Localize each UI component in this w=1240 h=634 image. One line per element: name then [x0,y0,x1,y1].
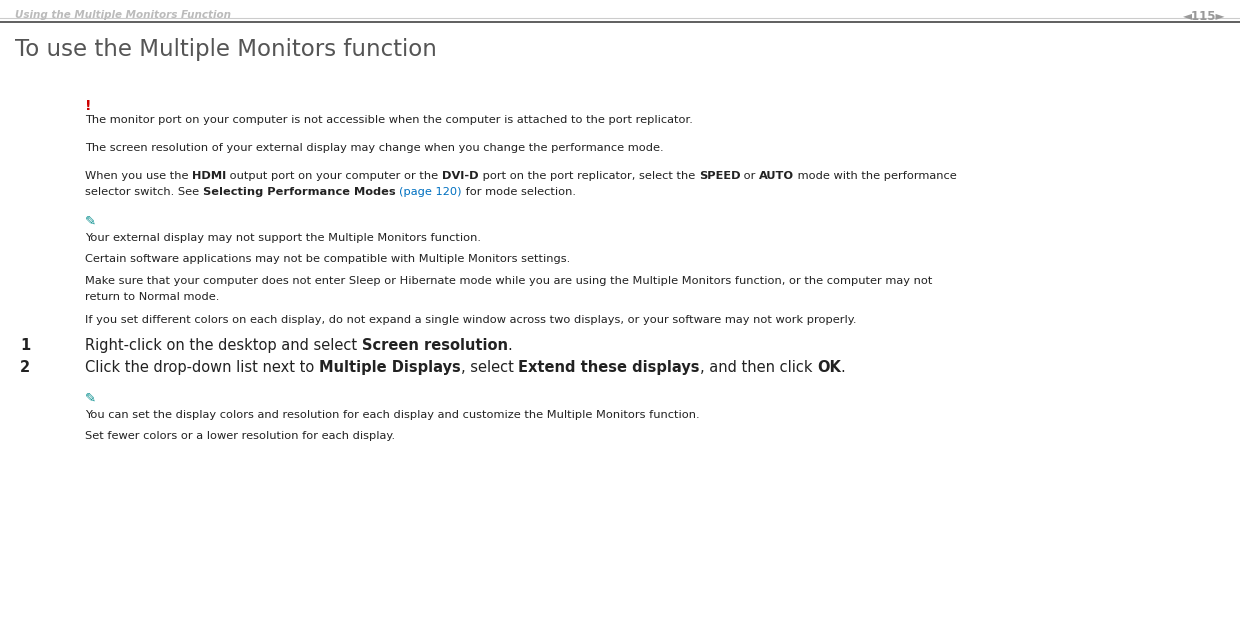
Text: If you set different colors on each display, do not expand a single window acros: If you set different colors on each disp… [86,315,857,325]
Text: You can set the display colors and resolution for each display and customize the: You can set the display colors and resol… [86,410,699,420]
Text: !: ! [86,99,92,113]
Text: The screen resolution of your external display may change when you change the pe: The screen resolution of your external d… [86,143,663,153]
Text: (page 120): (page 120) [399,187,461,197]
Text: for mode selection.: for mode selection. [461,187,575,197]
Text: SPEED: SPEED [698,171,740,181]
Text: Your external display may not support the Multiple Monitors function.: Your external display may not support th… [86,233,481,243]
Text: or: or [740,171,759,181]
Text: Screen resolution: Screen resolution [362,338,507,353]
Text: .: . [841,360,846,375]
Text: , and then click: , and then click [699,360,817,375]
Text: AUTO: AUTO [759,171,795,181]
Text: Multiple Displays: Multiple Displays [319,360,460,375]
Text: selector switch. See: selector switch. See [86,187,203,197]
Text: Right-click on the desktop and select: Right-click on the desktop and select [86,338,362,353]
Text: Extend these displays: Extend these displays [518,360,699,375]
Text: output port on your computer or the: output port on your computer or the [227,171,443,181]
Text: DVI-D: DVI-D [443,171,479,181]
Text: 1: 1 [20,338,30,353]
Text: Make sure that your computer does not enter Sleep or Hibernate mode while you ar: Make sure that your computer does not en… [86,276,932,286]
Text: .: . [507,338,512,353]
Text: HDMI: HDMI [192,171,227,181]
Text: port on the port replicator, select the: port on the port replicator, select the [479,171,698,181]
Text: Using the Multiple Monitors Function: Using the Multiple Monitors Function [15,10,231,20]
Text: When you use the: When you use the [86,171,192,181]
Text: ✎: ✎ [86,215,97,228]
Text: return to Normal mode.: return to Normal mode. [86,292,219,302]
Text: Set fewer colors or a lower resolution for each display.: Set fewer colors or a lower resolution f… [86,431,396,441]
Text: The monitor port on your computer is not accessible when the computer is attache: The monitor port on your computer is not… [86,115,693,125]
Text: Click the drop-down list next to: Click the drop-down list next to [86,360,319,375]
Text: Selecting Performance Modes: Selecting Performance Modes [203,187,399,197]
Text: 2: 2 [20,360,30,375]
Text: ◄115►: ◄115► [1183,10,1225,23]
Text: ✎: ✎ [86,392,97,405]
Text: OK: OK [817,360,841,375]
Text: mode with the performance: mode with the performance [795,171,957,181]
Text: To use the Multiple Monitors function: To use the Multiple Monitors function [15,38,436,61]
Text: , select: , select [460,360,518,375]
Text: Certain software applications may not be compatible with Multiple Monitors setti: Certain software applications may not be… [86,254,570,264]
